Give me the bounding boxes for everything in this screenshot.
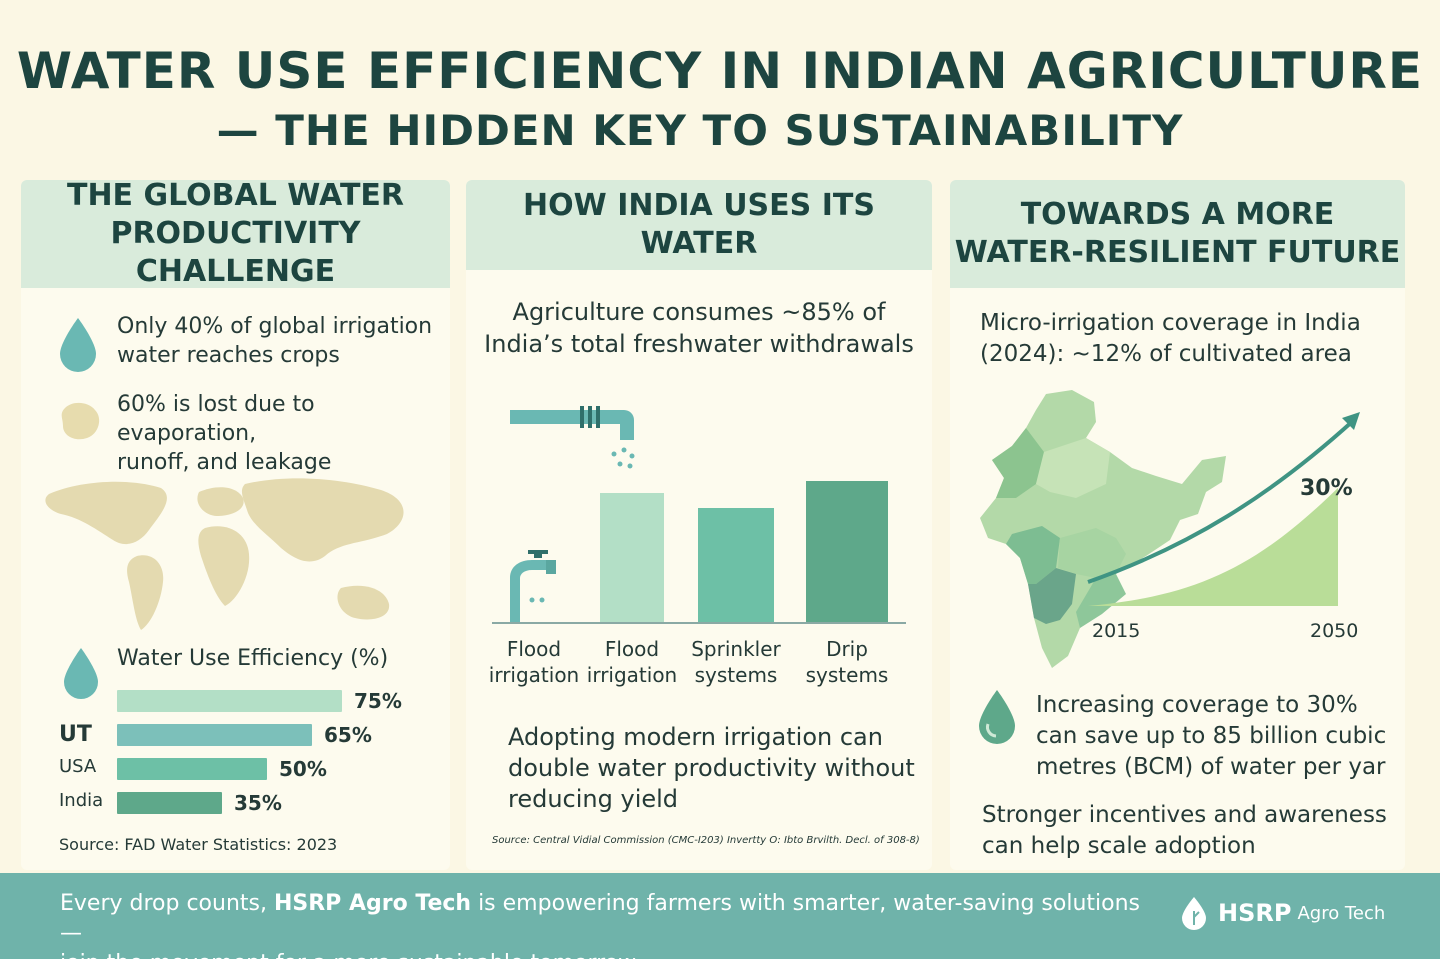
page-subtitle: — THE HIDDEN KEY TO SUSTAINABILITY [216,106,1184,155]
coverage-projection-chart: 30% 2015 2050 [1080,396,1380,686]
irrigation-category-label: Flood irrigation [586,637,678,687]
irrigation-bar-chart [466,440,932,624]
modern-irrigation-note: Adopting modern irrigation can double wat… [508,723,915,813]
irrigation-category-label: Flood irrigation [488,637,580,687]
global-challenge-heading: THE GLOBAL WATER PRODUCTIVITY CHALLENGE [21,180,450,289]
india-water-card: HOW INDIA USES ITS WATER Agriculture con… [466,180,932,870]
efficiency-category-label: India [59,790,104,811]
efficiency-chart-title: Water Use Efficiency (%) [117,646,389,671]
efficiency-value-label: 50% [279,757,327,781]
irrigation-bar [600,493,664,624]
water-drop-icon [60,318,96,372]
card1-source: Source: FAD Water Statistics: 2023 [59,835,338,854]
chart-baseline [492,622,906,624]
brand-logo[interactable]: HSRP Agro Tech [1180,895,1385,931]
efficiency-bar [117,690,342,712]
resilient-future-card: TOWARDS A MORE WATER-RESILIENT FUTURE Mic… [950,180,1405,870]
x-axis-label-start: 2015 [1092,620,1141,642]
efficiency-category-label: USA [59,756,97,777]
faucet-icon [510,550,556,622]
irrigation-bar [698,508,774,624]
efficiency-bar [117,724,312,746]
global-challenge-card: THE GLOBAL WATER PRODUCTIVITY CHALLENGE O… [21,180,450,870]
efficiency-value-label: 75% [354,689,402,713]
world-map-icon [45,478,404,630]
irrigation-bar [806,481,888,624]
page-title: WATER USE EFFICIENCY IN INDIAN AGRICULTU… [16,42,1424,100]
projection-end-label: 30% [1300,476,1353,501]
irrigation-category-label: Drip systems [805,637,889,687]
fact-irrigation-efficiency: Only 40% of global irrigation water reach… [117,314,433,368]
coverage-area-svg [1087,412,1360,606]
pipe-icon [510,406,635,469]
fact-water-loss: 60% is lost due to evaporation, runoff, a… [117,392,332,475]
irrigation-category-label: Sprinkler systems [691,637,781,687]
efficiency-category-label: UT [59,722,92,747]
growth-arrow-head [1342,412,1360,430]
leaf-drop-icon [1182,897,1206,930]
incentives-note: Stronger incentives and awareness can hel… [982,802,1387,859]
india-map-icon [980,390,1226,668]
water-saving-stat: Increasing coverage to 30% can save up to… [1036,692,1387,780]
agriculture-consumption-stat: Agriculture consumes ~85% of India’s tota… [484,298,914,358]
efficiency-bar [117,758,267,780]
resilient-future-heading: TOWARDS A MORE WATER-RESILIENT FUTURE [950,180,1405,288]
x-axis-label-end: 2050 [1310,620,1359,642]
puddle-icon [61,402,100,440]
micro-irrigation-coverage: Micro-irrigation coverage in India (2024)… [980,310,1361,367]
india-water-heading: HOW INDIA USES ITS WATER [466,180,932,270]
irrigation-category-labels: Flood irrigation Flood irrigation Sprinkler s… [466,636,932,692]
footer-message: Every drop counts, HSRP Agro Tech is emp… [60,891,1141,959]
growth-trend-line [1087,418,1356,584]
efficiency-drop-icon [64,648,98,699]
efficiency-bar-chart: 75% 65% UT 50% USA 35% India [21,680,450,830]
brand-tagline: Agro Tech [1297,902,1386,924]
brand-name: HSRP [1218,899,1292,927]
efficiency-bar [117,792,222,814]
card2-source: Source: Central Vidial Commission (CMC-I… [492,835,920,846]
coverage-area [1088,487,1338,606]
efficiency-value-label: 35% [234,791,282,815]
efficiency-value-label: 65% [324,723,372,747]
green-drop-icon [979,690,1015,744]
footer-banner: Every drop counts, HSRP Agro Tech is emp… [0,873,1440,959]
